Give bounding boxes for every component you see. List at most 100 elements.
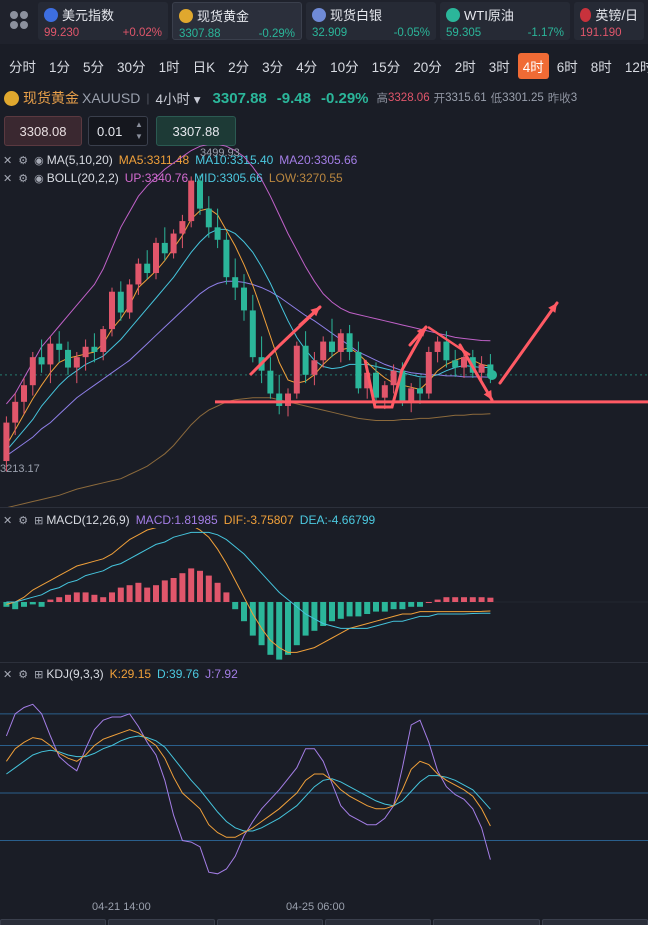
timeframe-button[interactable]: 12时 [624, 60, 648, 75]
bottom-tab[interactable] [324, 919, 432, 925]
macd-hist-bar [320, 602, 327, 626]
ticker-values: 99.230 +0.02% [44, 27, 162, 39]
settings-icon[interactable]: ⚙ [18, 514, 29, 527]
timeframe-button[interactable]: 20分 [413, 60, 442, 75]
settings-icon[interactable]: ⚙ [18, 154, 29, 167]
quote-header: 现货黄金 XAUUSD | 4小时 ▾ 3307.88 -9.48 -0.29%… [0, 87, 648, 109]
candle-body [390, 370, 397, 386]
trend-arrow-up-3 [498, 301, 559, 385]
buy-button[interactable]: 3307.88 [156, 116, 236, 146]
timeframe-button[interactable]: 2时 [454, 60, 476, 75]
ticker-card[interactable]: 美元指数 99.230 +0.02% [38, 2, 168, 40]
macd-chart[interactable] [0, 528, 648, 662]
macd-hist-bar [56, 597, 63, 602]
time-axis-label: 04-25 06:00 [286, 901, 345, 913]
close-icon[interactable]: ✕ [3, 514, 13, 527]
timeframe-button[interactable]: 2分 [228, 60, 250, 75]
macd-hist-bar [285, 602, 291, 655]
add-indicator-icon[interactable]: ⊞ [34, 668, 44, 681]
settings-icon[interactable]: ⚙ [18, 668, 29, 681]
bottom-tab[interactable] [433, 919, 540, 925]
macd-hist-bar [337, 602, 344, 619]
macd-hist-bar [373, 602, 379, 612]
main-chart-pane[interactable]: 3499.93 3213.17 [0, 145, 648, 507]
timeframe-button[interactable]: 日K [192, 60, 216, 75]
macd-dea-line [6, 531, 491, 629]
timeframe-button[interactable]: 4时 [517, 53, 549, 79]
candle-body [109, 291, 115, 330]
ticker-change: -0.29% [258, 28, 295, 40]
candle-body [232, 277, 239, 288]
candle-body [205, 208, 212, 228]
ticker-card[interactable]: 现货黄金 3307.88 -0.29% [172, 2, 302, 40]
close-icon[interactable]: ✕ [3, 172, 13, 185]
ticker-card[interactable]: WTI原油 59.305 -1.17% [440, 2, 570, 40]
dropdown-triangle-icon: ▾ [193, 92, 201, 107]
macd-pane[interactable] [0, 528, 648, 662]
eye-icon[interactable]: ◉ [34, 172, 44, 185]
bottom-tab[interactable] [0, 919, 107, 925]
quantity-stepper[interactable]: 0.01 ▲ ▼ [88, 116, 148, 146]
macd-hist-bar [223, 592, 230, 602]
ticker-change: +0.02% [122, 27, 162, 39]
bottom-tab[interactable] [108, 919, 215, 925]
instrument-name[interactable]: 现货黄金 [23, 90, 79, 106]
open-value: 3315.61 [445, 92, 487, 104]
ticker-name-row: 现货白银 [312, 5, 430, 24]
timeframe-button[interactable]: 5分 [83, 60, 105, 75]
price-change-pct: -0.29% [320, 89, 369, 107]
kdj-chart[interactable] [0, 682, 648, 900]
stepper-arrows[interactable]: ▲ ▼ [133, 119, 145, 143]
timeframe-button[interactable]: 15分 [371, 60, 401, 75]
kdj-pane[interactable] [0, 682, 648, 900]
candle-body [293, 345, 300, 394]
close-icon[interactable]: ✕ [3, 154, 13, 167]
timeframe-button[interactable]: 6时 [556, 60, 578, 75]
macd-hist-bar [276, 602, 283, 660]
candle-body [29, 357, 36, 386]
timeframe-button[interactable]: 3分 [262, 60, 284, 75]
dif-value: DIF:-3.75807 [223, 513, 294, 527]
ticker-name: 现货黄金 [197, 9, 250, 24]
menu-button[interactable] [0, 0, 38, 40]
timeframe-button[interactable]: 3时 [488, 60, 510, 75]
trend-arrow-up-2-head [416, 327, 426, 337]
timeframe-button[interactable]: 8时 [590, 60, 612, 75]
settings-icon[interactable]: ⚙ [18, 172, 29, 185]
timeframe-button[interactable]: 4分 [296, 60, 318, 75]
timeframe-button[interactable]: 10分 [330, 60, 359, 75]
d-value: D:39.76 [157, 667, 200, 681]
macd-hist-bar [161, 580, 168, 602]
add-indicator-icon[interactable]: ⊞ [34, 514, 44, 527]
sell-button[interactable]: 3308.08 [4, 116, 82, 146]
eye-icon[interactable]: ◉ [34, 154, 44, 167]
candle-body [417, 388, 423, 394]
pane-divider [0, 507, 648, 508]
ticker-card[interactable]: 现货白银 32.909 -0.05% [306, 2, 436, 40]
macd-legend: ✕ ⚙ ⊞ MACD(12,26,9) MACD:1.81985 DIF:-3.… [0, 512, 381, 528]
macd-hist-bar [302, 602, 309, 636]
timeframe-selector[interactable]: 4小时 ▾ [155, 88, 200, 108]
timeframe-button[interactable]: 1分 [49, 60, 71, 75]
stepper-down-icon[interactable]: ▼ [135, 132, 143, 141]
bottom-tab[interactable] [541, 919, 648, 925]
timeframe-button[interactable]: 30分 [117, 60, 146, 75]
candle-body [241, 287, 247, 311]
stepper-up-icon[interactable]: ▲ [135, 120, 143, 129]
close-icon[interactable]: ✕ [3, 668, 13, 681]
candle-body [425, 351, 432, 394]
candle-body [117, 291, 124, 313]
ticker-card[interactable]: 英镑/日 191.190 [574, 2, 644, 40]
timeframe-button[interactable]: 1时 [158, 60, 180, 75]
kdj-d-line [6, 735, 491, 832]
macd-hist-bar [478, 597, 485, 602]
bottom-tab[interactable] [216, 919, 323, 925]
price-change: -9.48 [276, 89, 311, 107]
macd-hist-bar [417, 602, 423, 607]
ticker-values: 32.909 -0.05% [312, 27, 430, 39]
macd-hist-bar [117, 587, 124, 602]
candlestick-chart[interactable] [0, 145, 648, 507]
candle-body [249, 310, 256, 358]
timeframe-button[interactable]: 分时 [9, 60, 36, 75]
ticker-strip: 美元指数 99.230 +0.02% 现货黄金 3307.88 -0.29% 现货白银 32.… [0, 0, 648, 44]
